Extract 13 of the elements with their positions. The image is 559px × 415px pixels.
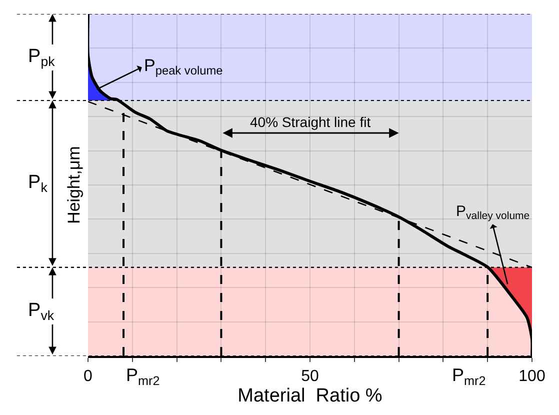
x-tick-label: 50 bbox=[301, 368, 319, 386]
ref-line-label: P$_{mr2}$ bbox=[126, 365, 160, 388]
x-tick-label: 100 bbox=[518, 368, 546, 386]
band-label: P$_{vk}$ bbox=[28, 300, 54, 323]
x-axis-title: Material Ratio % bbox=[238, 386, 382, 406]
band-label: P$_{k}$ bbox=[28, 172, 48, 195]
annotation: P$_{peak volume}$ bbox=[144, 56, 224, 78]
y-axis-title: Height,μm bbox=[64, 146, 84, 224]
ref-line-label: P$_{mr2}$ bbox=[452, 365, 486, 388]
annotation: P$_{valley volume}$ bbox=[456, 203, 530, 222]
band-label: P$_{pk}$ bbox=[28, 46, 56, 69]
annotation: 40% Straight line fit bbox=[250, 114, 371, 130]
x-tick-label: 0 bbox=[84, 368, 93, 386]
